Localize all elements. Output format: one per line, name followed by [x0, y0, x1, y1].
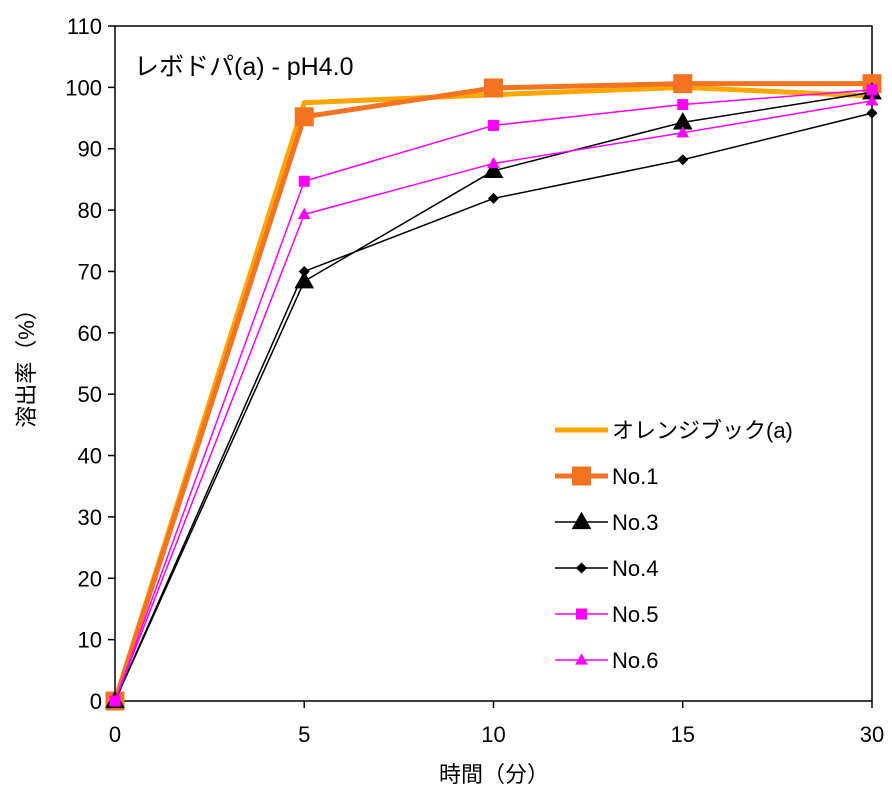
chart-title: レボドパ(a) - pH4.0: [134, 53, 353, 81]
legend: オレンジブック(a) No.1 No.3 No.4 No.5 No.6: [555, 418, 793, 673]
legend-label: No.1: [612, 464, 658, 489]
series-No.3: [105, 82, 882, 709]
y-tick-label: 90: [78, 137, 102, 162]
data-point: [672, 112, 693, 130]
y-tick-label: 0: [90, 689, 102, 714]
legend-item: No.3: [555, 510, 658, 535]
y-tick-label: 20: [78, 566, 102, 591]
data-point: [677, 154, 689, 166]
legend-item: オレンジブック(a): [555, 418, 793, 443]
legend-label: No.5: [612, 602, 658, 627]
data-point: [108, 694, 122, 706]
y-axis-label: 溶出率（%）: [14, 298, 39, 428]
legend-item: No.6: [555, 648, 658, 673]
legend-marker: [571, 511, 592, 530]
legend-item: No.5: [555, 602, 658, 627]
data-point: [866, 84, 878, 96]
y-tick-label: 70: [78, 259, 102, 284]
legend-item: No.4: [555, 556, 658, 581]
series-line: [114, 100, 873, 702]
data-point: [484, 78, 503, 98]
legend-marker: [572, 466, 591, 486]
series-オレンジブック(a): [112, 84, 873, 702]
y-tick-label: 30: [78, 505, 102, 530]
y-tick-label: 110: [67, 14, 102, 39]
y-tick-label: 50: [78, 382, 102, 407]
x-tick-label: 5: [298, 722, 310, 747]
data-point: [483, 160, 504, 178]
data-point: [488, 119, 499, 131]
series-line: [112, 84, 873, 702]
data-point: [488, 192, 499, 204]
data-point: [298, 265, 310, 277]
series-No.6: [108, 94, 879, 706]
series-line: [114, 91, 873, 702]
data-point: [673, 74, 693, 94]
y-axis-ticks: 0 10 20 30 40 50 60 70 80 90 100 110: [65, 14, 115, 714]
x-tick-label: 30: [860, 722, 884, 747]
legend-label: No.3: [612, 510, 658, 535]
series-layer: [105, 74, 882, 711]
data-point: [866, 107, 878, 119]
legend-item: No.1: [555, 464, 658, 489]
data-point: [294, 107, 314, 127]
y-tick-label: 100: [65, 75, 102, 100]
data-point: [297, 207, 311, 220]
data-point: [487, 156, 500, 169]
legend-label: オレンジブック(a): [612, 418, 793, 443]
legend-marker: [576, 562, 587, 574]
x-axis-ticks: 0 5 10 15 30: [109, 701, 884, 747]
legend-label: No.6: [612, 648, 658, 673]
legend-label: No.4: [612, 556, 658, 581]
data-point: [676, 126, 690, 138]
data-point: [865, 94, 879, 106]
legend-marker: [576, 608, 587, 620]
data-point: [677, 99, 689, 111]
x-tick-label: 10: [481, 722, 505, 747]
x-tick-label: 15: [671, 722, 695, 747]
y-tick-label: 40: [78, 444, 102, 469]
y-tick-label: 80: [78, 198, 102, 223]
x-tick-label: 0: [109, 722, 121, 747]
data-point: [298, 175, 310, 187]
series-line: [114, 89, 873, 702]
x-axis-label: 時間（分）: [439, 762, 549, 787]
legend-marker: [575, 653, 588, 665]
y-tick-label: 60: [78, 321, 102, 346]
y-tick-label: 10: [78, 628, 102, 653]
series-No.4: [109, 107, 878, 707]
